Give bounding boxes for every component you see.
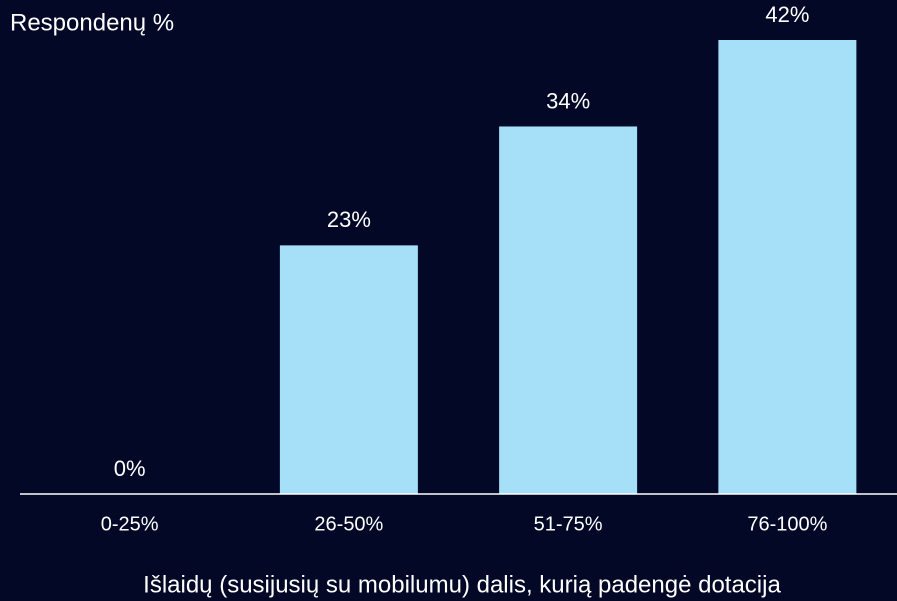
bar — [279, 245, 418, 494]
value-label: 42% — [765, 2, 809, 27]
bar — [718, 40, 857, 494]
x-tick-label: 26-50% — [314, 513, 383, 535]
x-tick-label: 76-100% — [747, 513, 827, 535]
value-label: 34% — [546, 88, 590, 113]
value-label: 0% — [114, 456, 146, 481]
x-tick-label: 51-75% — [534, 513, 603, 535]
x-tick-label: 0-25% — [101, 513, 159, 535]
x-axis-title: Išlaidų (susijusių su mobilumu) dalis, k… — [143, 571, 781, 598]
bar — [499, 126, 638, 494]
y-axis-title: Respondenų % — [10, 9, 174, 36]
value-label: 23% — [327, 207, 371, 232]
